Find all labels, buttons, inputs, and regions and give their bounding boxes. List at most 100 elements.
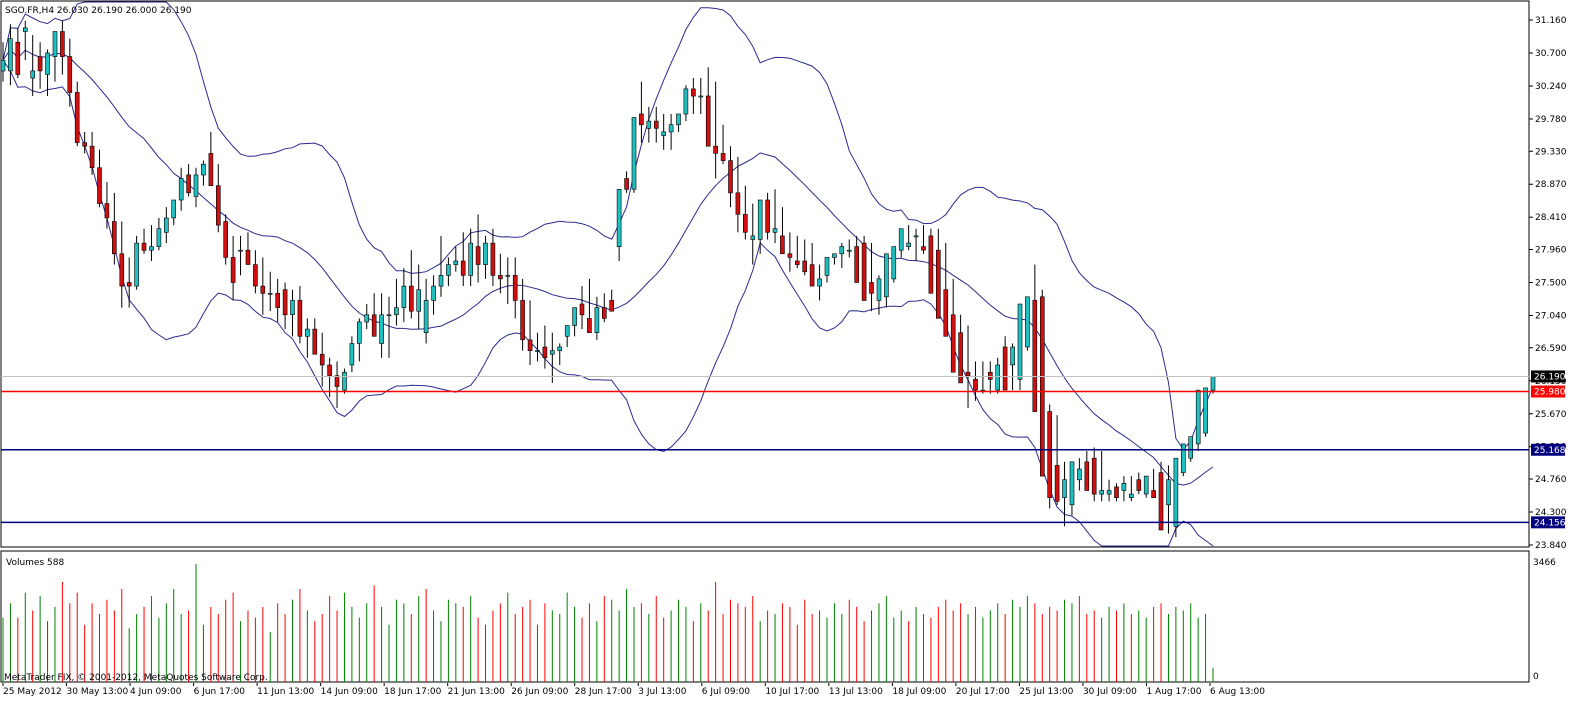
bear-candle [921, 246, 926, 251]
bull-candle [30, 70, 36, 79]
bull-candle [1121, 482, 1127, 491]
bull-candle [401, 285, 407, 308]
price-tick-label: 28.870 [1535, 180, 1567, 190]
bull-candle [52, 31, 58, 57]
bull-candle [891, 246, 897, 280]
bull-candle [572, 307, 577, 326]
bear-candle [691, 88, 696, 97]
bear-candle [475, 246, 481, 265]
time-tick-label: 11 Jun 13:00 [257, 687, 314, 697]
bull-candle [1181, 443, 1186, 473]
bull-candle [564, 325, 570, 337]
bull-candle [668, 124, 674, 133]
bear-candle [245, 249, 251, 265]
bull-candle [379, 314, 384, 344]
bear-candle [37, 56, 43, 72]
bull-candle [1195, 389, 1201, 445]
bull-candle [505, 274, 511, 277]
price-tick-label: 27.040 [1535, 311, 1567, 321]
bear-candle [74, 92, 80, 143]
bull-candle [193, 174, 199, 197]
upper-band [2, 1, 1214, 450]
bull-candle [683, 88, 689, 115]
bear-candle [230, 257, 236, 283]
time-tick-label: 4 Jun 09:00 [130, 687, 182, 697]
time-tick-label: 25 May 2012 [3, 687, 62, 697]
bear-candle [60, 31, 65, 57]
bull-candle [1188, 436, 1193, 459]
bull-candle [876, 278, 882, 301]
bull-candle [164, 217, 169, 233]
bull-candle [45, 52, 50, 75]
bear-candle [408, 285, 414, 312]
bear-candle [1151, 490, 1156, 498]
bull-candle [267, 292, 273, 295]
bear-candle [104, 203, 110, 219]
bear-candle [713, 145, 718, 154]
bear-candle [1158, 472, 1164, 531]
bull-candle [416, 289, 422, 312]
bull-candle [1017, 303, 1023, 380]
bear-candle [460, 260, 466, 276]
bear-candle [802, 260, 808, 273]
bear-candle [587, 318, 592, 333]
time-tick-label: 14 Jun 09:00 [321, 687, 378, 697]
bear-candle [208, 153, 214, 186]
level-tag-bg [1531, 516, 1565, 529]
time-tick-label: 30 Jul 09:00 [1083, 687, 1137, 697]
bear-candle [82, 142, 87, 147]
bear-candle [639, 113, 644, 126]
time-tick-label: 6 Aug 13:00 [1210, 687, 1265, 697]
middle-band [2, 48, 1214, 486]
bear-candle [119, 253, 125, 287]
time-tick-label: 18 Jul 09:00 [892, 687, 946, 697]
bull-candle [156, 228, 162, 247]
price-tick-label: 23.840 [1535, 541, 1567, 551]
bull-candle [342, 371, 347, 391]
bull-candle [1010, 346, 1015, 366]
bear-candle [579, 303, 585, 316]
bollinger-bands [2, 1, 1214, 547]
bull-candle [1166, 479, 1171, 506]
time-tick-label: 25 Jul 13:00 [1019, 687, 1073, 697]
bear-candle [512, 274, 518, 301]
price-tick-label: 29.780 [1535, 115, 1567, 125]
current-price-tag: 26.190 [1534, 372, 1566, 382]
bear-candle [794, 260, 800, 265]
bear-candle [371, 314, 377, 337]
bear-candle [1084, 461, 1090, 491]
bull-candle [0, 59, 6, 72]
bear-candle [973, 378, 978, 391]
bear-candle [1114, 486, 1119, 498]
bull-candle [995, 364, 1001, 391]
copyright-text: MetaTrader FIX, © 2001-2012, MetaQuotes … [4, 673, 268, 683]
bull-candle [884, 253, 889, 298]
bear-candle [854, 246, 860, 283]
bull-candle [594, 307, 600, 334]
bear-candle [223, 221, 228, 258]
bear-candle [950, 314, 956, 373]
volume-bars [2, 563, 1214, 682]
bear-candle [97, 167, 102, 204]
bull-candle [178, 178, 184, 201]
bull-candle [913, 235, 919, 238]
bull-candle [1173, 457, 1179, 527]
volume-zero-label: 0 [1533, 672, 1539, 682]
bear-candle [490, 242, 496, 276]
bear-candle [527, 339, 533, 351]
bear-candle [780, 235, 785, 255]
level-tag: 25.980 [1534, 388, 1566, 398]
time-tick-label: 6 Jun 17:00 [194, 687, 246, 697]
bear-candle [765, 199, 770, 233]
bear-candle [809, 264, 815, 287]
price-tick-label: 24.760 [1535, 475, 1567, 485]
bull-candle [431, 285, 436, 301]
price-panel-frame [0, 0, 1530, 548]
time-tick-label: 18 Jun 17:00 [384, 687, 441, 697]
bear-candle [720, 153, 726, 161]
bear-candle [609, 300, 615, 312]
candles [0, 20, 1216, 538]
bull-candle [1143, 475, 1149, 495]
bear-candle [1136, 479, 1142, 491]
